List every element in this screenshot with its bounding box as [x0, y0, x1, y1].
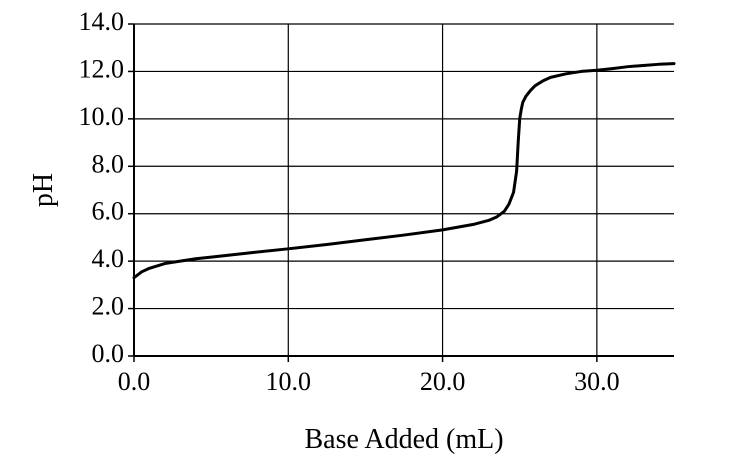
x-tick-label-2: 20.0 — [420, 367, 466, 396]
y-tick-label-3: 6.0 — [92, 197, 125, 226]
x-tick-label-1: 10.0 — [266, 367, 312, 396]
y-tick-label-5: 10.0 — [79, 102, 125, 131]
y-tick-label-7: 14.0 — [79, 7, 125, 36]
x-axis-title: Base Added (mL) — [304, 424, 503, 455]
labels-layer: 0.0 2.0 4.0 6.0 8.0 10.0 12.0 14.0 0.0 10.0 20.0 30… — [79, 7, 620, 396]
x-tick-label-0: 0.0 — [118, 367, 151, 396]
series-layer — [132, 62, 676, 280]
axes-layer — [133, 24, 674, 357]
y-tick-label-1: 2.0 — [92, 292, 125, 321]
x-tick-label-3: 30.0 — [574, 367, 620, 396]
y-tick-label-6: 12.0 — [79, 54, 125, 83]
y-tick-label-4: 8.0 — [92, 149, 125, 178]
titration-curve-line — [132, 62, 676, 280]
y-tick-label-2: 4.0 — [92, 244, 125, 273]
y-tick-label-0: 0.0 — [92, 339, 125, 368]
grid-layer — [134, 23, 674, 356]
ticks-layer — [128, 23, 598, 362]
y-axis-title: pH — [28, 173, 59, 207]
